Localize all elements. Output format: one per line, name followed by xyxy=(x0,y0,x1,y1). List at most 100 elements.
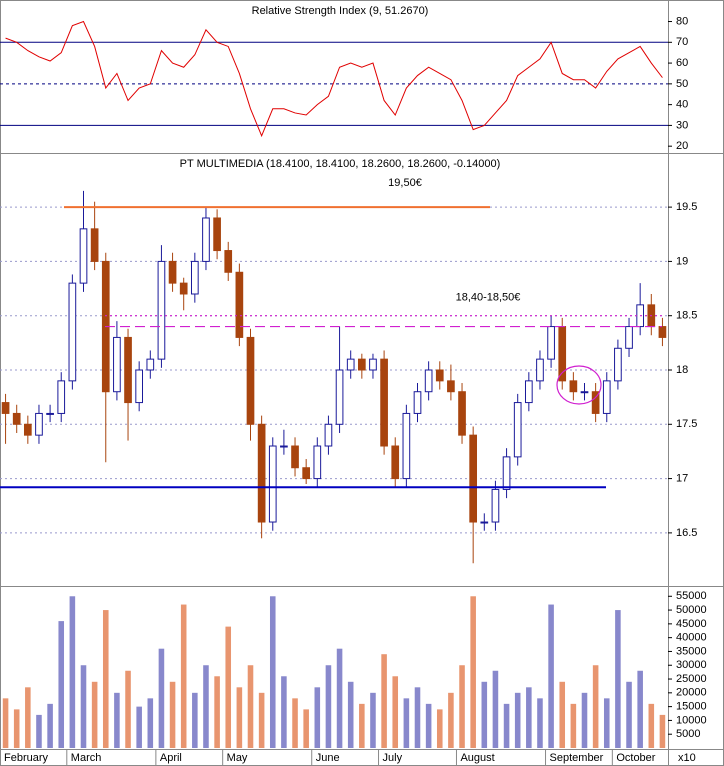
volume-bar xyxy=(258,692,265,748)
volume-bar xyxy=(214,676,220,748)
y-tick-label: 35000 xyxy=(676,645,707,657)
y-tick-label: 19 xyxy=(676,255,688,267)
volume-bar xyxy=(448,692,454,748)
volume-bar xyxy=(2,698,9,748)
candle-body xyxy=(135,369,144,404)
volume-bar xyxy=(158,648,165,748)
candle-body xyxy=(1,402,10,414)
volume-bar xyxy=(481,681,488,748)
candle-body xyxy=(235,271,244,338)
volume-bar xyxy=(225,626,232,748)
volume-bar xyxy=(459,665,465,748)
volume-bar xyxy=(125,670,131,748)
candle-body xyxy=(179,282,188,295)
volume-bar xyxy=(503,703,510,748)
candle-body xyxy=(246,336,255,425)
volume-bar xyxy=(58,621,65,748)
volume-bar xyxy=(370,692,376,748)
candle-body xyxy=(625,326,633,349)
volume-bar xyxy=(292,698,298,748)
candle-body xyxy=(268,445,277,523)
candle-body xyxy=(280,445,288,448)
rsi-line xyxy=(5,20,663,138)
candle-body xyxy=(491,488,500,523)
volume-bar xyxy=(269,596,276,748)
candle-body xyxy=(157,260,166,360)
volume-bar xyxy=(548,604,554,748)
candle-body xyxy=(90,228,99,262)
y-tick-label: 15000 xyxy=(676,701,707,713)
y-tick-label: 45000 xyxy=(676,618,707,630)
x-tick-label: April xyxy=(160,752,182,764)
candle-body xyxy=(113,336,121,393)
candle-body xyxy=(313,445,322,480)
candle-body xyxy=(658,326,667,338)
volume-bar xyxy=(325,665,332,748)
x-tick-label: June xyxy=(316,752,340,764)
y-tick-label: 50000 xyxy=(676,604,707,616)
volume-bar xyxy=(659,714,666,748)
volume-bar xyxy=(180,604,187,748)
y-tick-label: 17.5 xyxy=(676,418,697,430)
volume-bar xyxy=(359,703,365,748)
candle-body xyxy=(357,358,366,371)
x-tick-label: August xyxy=(460,752,494,764)
y-tick-label: 70 xyxy=(676,36,688,48)
volume-bar xyxy=(559,681,566,748)
candle-body xyxy=(536,358,544,382)
candle-body xyxy=(346,358,355,371)
candle-body xyxy=(369,358,377,371)
volume-bar xyxy=(169,681,176,748)
volume-bar xyxy=(392,676,399,748)
volume-bar xyxy=(102,610,109,748)
y-tick-label: 5000 xyxy=(676,728,700,740)
candle-body xyxy=(23,423,32,436)
candle-body xyxy=(57,380,66,414)
x-tick-label: May xyxy=(227,752,248,764)
x-tick-label: September xyxy=(550,752,604,764)
y-tick-label: 16.5 xyxy=(676,527,697,539)
volume-bar xyxy=(492,670,499,748)
volume-bar xyxy=(336,648,343,748)
volume-bar xyxy=(192,692,198,748)
y-tick-label: 18 xyxy=(676,364,688,376)
candle-body xyxy=(12,412,21,425)
candle-body xyxy=(291,445,299,469)
volume-bar xyxy=(570,703,577,748)
candle-body xyxy=(458,391,466,436)
volume-bar xyxy=(147,698,154,748)
candle-body xyxy=(213,217,221,252)
candle-body xyxy=(413,391,422,414)
rsi-title: Relative Strength Index (9, 51.2670) xyxy=(252,5,429,17)
y-tick-label: 25000 xyxy=(676,673,707,685)
candle-body xyxy=(391,445,400,480)
volume-bar xyxy=(637,670,643,748)
volume-bar xyxy=(136,706,142,748)
y-tick-label: 40000 xyxy=(676,632,707,644)
annotation-label: 19,50€ xyxy=(388,177,422,189)
candle-body xyxy=(480,521,489,524)
volume-bar xyxy=(603,698,610,748)
candle-body xyxy=(124,336,132,404)
volume-bar xyxy=(626,681,632,748)
y-tick-label: 30 xyxy=(676,119,688,131)
y-tick-label: 30000 xyxy=(676,659,707,671)
candle-body xyxy=(302,467,311,480)
volume-bar xyxy=(13,709,20,748)
candle-body xyxy=(435,369,444,382)
candle-body xyxy=(257,423,266,523)
volume-bar xyxy=(91,681,98,748)
candle-body xyxy=(402,412,411,480)
candle-body xyxy=(547,326,555,360)
candle-body xyxy=(35,412,43,436)
y-tick-label: 40 xyxy=(676,99,688,111)
candle-body xyxy=(614,347,622,382)
x-tick-label: October xyxy=(616,752,655,764)
candle-body xyxy=(224,250,233,273)
candle-body xyxy=(324,423,333,447)
y-tick-label: 10000 xyxy=(676,714,707,726)
volume-bar xyxy=(247,665,254,748)
volume-bar xyxy=(114,692,120,748)
candle-body xyxy=(79,228,88,284)
